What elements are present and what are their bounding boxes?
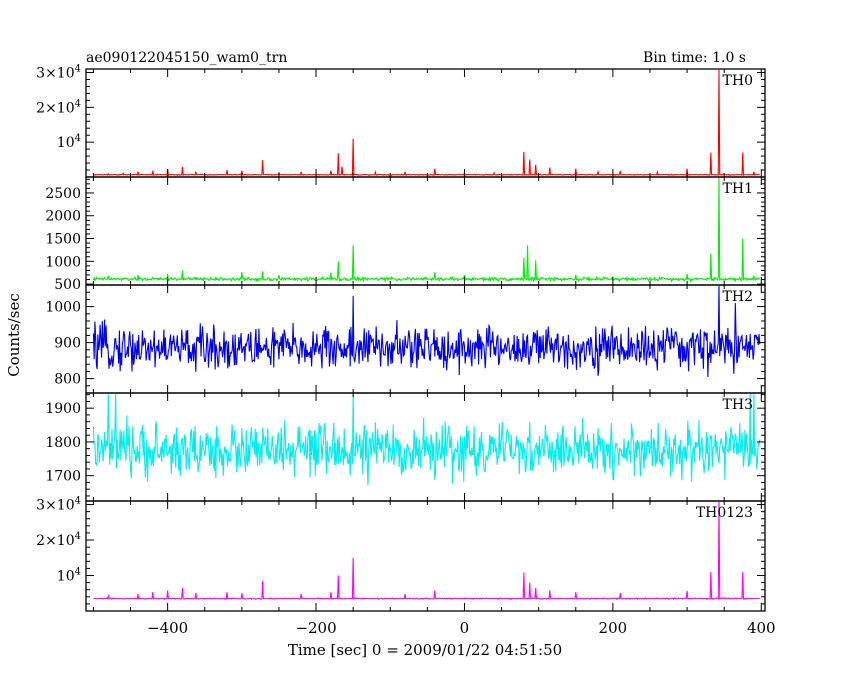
x-tick-label: 200 xyxy=(599,619,628,637)
y-tick-label: 1700 xyxy=(45,469,81,485)
panel-name-label: TH0 xyxy=(723,73,753,89)
y-tick-label: 104 xyxy=(57,567,81,585)
series-line-th0123 xyxy=(93,501,761,601)
panel-th2: 800 900 1000 TH2 xyxy=(45,284,766,394)
y-tick-label: 2000 xyxy=(45,209,81,225)
y-tick-label: 1500 xyxy=(45,232,81,248)
x-tick-label: 400 xyxy=(747,619,776,637)
y-tick-label: 500 xyxy=(54,277,81,293)
x-tick-label: −400 xyxy=(147,619,188,637)
figure-title-left: ae090122045150_wam0_trn xyxy=(86,50,287,66)
y-tick-label: 2×104 xyxy=(36,98,81,116)
y-tick-label: 1800 xyxy=(45,435,81,451)
panel-name-label: TH0123 xyxy=(696,505,753,521)
y-tick-label: 1900 xyxy=(45,401,81,417)
y-tick-label: 800 xyxy=(54,372,81,388)
series-line-th1 xyxy=(92,177,760,284)
panel-name-label: TH3 xyxy=(723,397,753,413)
series-line-th0 xyxy=(93,69,760,177)
panel-name-label: TH1 xyxy=(723,181,753,197)
panel-name-label: TH2 xyxy=(723,289,753,305)
y-tick-label: 2500 xyxy=(45,186,81,202)
series-line-th3 xyxy=(92,393,761,486)
panel-frame xyxy=(85,176,766,286)
y-tick-label: 3×104 xyxy=(36,496,81,514)
panel-th3: 1700 1800 1900 TH3 xyxy=(45,392,766,502)
x-tick-label: 0 xyxy=(460,619,470,637)
y-tick-label: 2×104 xyxy=(36,531,81,549)
x-tick-label: −200 xyxy=(295,619,336,637)
panel-frame xyxy=(85,68,766,178)
panel-th1: 500 1000 1500 2000 2500 TH1 xyxy=(45,176,766,293)
y-tick-label: 900 xyxy=(54,336,81,352)
y-tick-label: 1000 xyxy=(45,300,81,316)
x-axis-label: Time [sec] 0 = 2009/01/22 04:51:50 xyxy=(288,641,562,659)
panel-th0: 104 2×104 3×104 TH0 xyxy=(36,63,766,178)
y-tick-label: 1000 xyxy=(45,254,81,270)
y-axis-label: Counts/sec xyxy=(5,293,23,377)
figure-title-right: Bin time: 1.0 s xyxy=(643,50,746,66)
y-tick-label: 104 xyxy=(57,133,81,151)
panel-th0123: 104 2×104 3×104 TH0123 −400 −200 0 200 400 xyxy=(36,496,775,637)
y-tick-label: 3×104 xyxy=(36,63,81,81)
series-line-th2 xyxy=(92,285,761,377)
panel-frame xyxy=(85,500,766,612)
